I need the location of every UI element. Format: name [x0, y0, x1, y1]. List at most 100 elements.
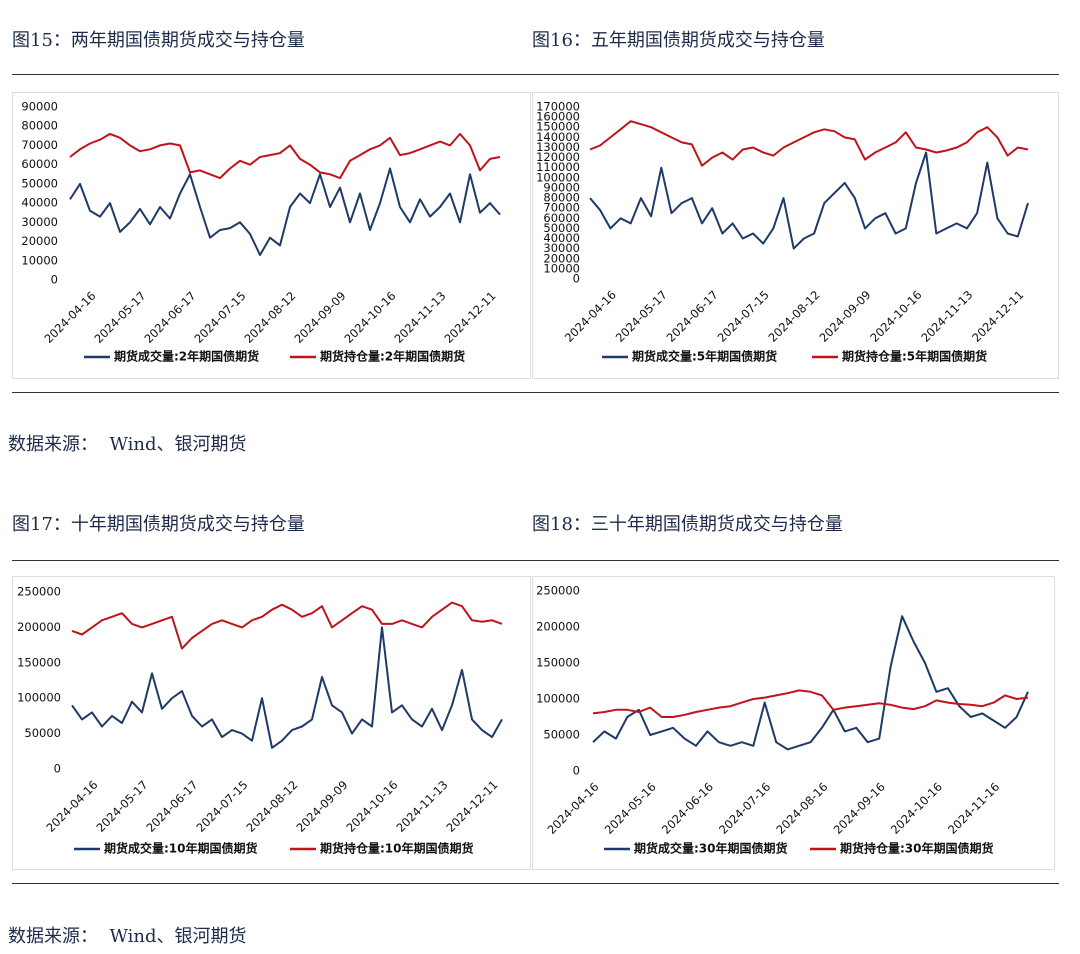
y-tick-label: 150000	[536, 120, 580, 134]
source-note: 数据来源： Wind、银河期货	[8, 434, 247, 455]
x-tick-label: 2024-10-16	[867, 288, 924, 345]
y-tick-label: 110000	[536, 160, 580, 174]
x-tick-label: 2024-08-16	[773, 780, 830, 837]
figure-title: 图16：五年期国债期货成交与持仓量	[532, 30, 825, 51]
series-line	[592, 689, 1029, 718]
y-tick-label: 20000	[543, 251, 580, 265]
x-tick-label: 2024-12-11	[441, 289, 498, 346]
x-tick-label: 2024-05-17	[91, 289, 148, 346]
source-note: 数据来源： Wind、银河期货	[8, 926, 247, 947]
x-tick-label: 2024-10-16	[888, 780, 945, 837]
y-tick-label: 140000	[536, 130, 580, 144]
x-tick-label: 2024-09-09	[291, 289, 348, 346]
rule	[12, 560, 1059, 561]
x-tick-label: 2024-04-16	[43, 778, 100, 835]
x-tick-label: 2024-07-15	[191, 289, 248, 346]
legend-label: 期货持仓量:2年期国债期货	[320, 349, 465, 364]
x-tick-label: 2024-05-17	[613, 288, 670, 345]
y-tick-label: 170000	[536, 100, 580, 114]
y-tick-label: 20000	[21, 234, 58, 248]
rule	[12, 74, 1059, 75]
chart-panel	[532, 576, 1055, 870]
x-tick-label: 2024-11-16	[945, 780, 1002, 837]
y-tick-label: 250000	[536, 584, 580, 598]
series-line	[71, 601, 503, 650]
y-tick-label: 60000	[21, 157, 58, 171]
y-tick-label: 100000	[17, 691, 61, 705]
y-tick-label: 30000	[543, 241, 580, 255]
x-tick-label: 2024-08-12	[243, 778, 300, 835]
y-tick-label: 10000	[543, 261, 580, 275]
x-tick-label: 2024-08-12	[241, 289, 298, 346]
legend-label: 期货成交量:30年期国债期货	[634, 841, 788, 856]
x-tick-label: 2024-07-15	[715, 288, 772, 345]
series-line	[589, 151, 1029, 250]
chart-panel	[12, 92, 531, 379]
rule	[12, 883, 1059, 884]
series-line	[69, 167, 501, 256]
x-tick-label: 2024-10-16	[341, 289, 398, 346]
x-tick-label: 2024-04-16	[562, 288, 619, 345]
figure-title: 图17：十年期国债期货成交与持仓量	[12, 514, 305, 535]
x-tick-label: 2024-06-17	[141, 289, 198, 346]
y-tick-label: 80000	[21, 119, 58, 133]
x-tick-label: 2024-11-13	[918, 288, 975, 345]
y-tick-label: 200000	[536, 620, 580, 634]
x-tick-label: 2024-12-11	[443, 778, 500, 835]
chart-panel	[532, 92, 1059, 379]
y-tick-label: 0	[573, 764, 580, 778]
y-tick-label: 160000	[536, 110, 580, 124]
y-tick-label: 150000	[536, 656, 580, 670]
x-tick-label: 2024-07-16	[716, 780, 773, 837]
y-tick-label: 100000	[536, 170, 580, 184]
x-tick-label: 2024-04-16	[41, 289, 98, 346]
series-line	[71, 626, 503, 749]
x-tick-label: 2024-04-16	[544, 780, 601, 837]
y-tick-label: 90000	[21, 100, 58, 114]
y-tick-label: 70000	[21, 138, 58, 152]
x-tick-label: 2024-07-15	[193, 778, 250, 835]
y-tick-label: 10000	[21, 253, 58, 267]
y-tick-label: 40000	[21, 196, 58, 210]
legend-label: 期货持仓量:10年期国债期货	[320, 841, 474, 856]
x-tick-label: 2024-09-09	[816, 288, 873, 345]
x-tick-label: 2024-06-17	[143, 778, 200, 835]
legend-label: 期货持仓量:30年期国债期货	[840, 841, 994, 856]
x-tick-label: 2024-10-16	[343, 778, 400, 835]
y-tick-label: 130000	[536, 140, 580, 154]
series-line	[69, 132, 501, 180]
x-tick-label: 2024-05-17	[93, 778, 150, 835]
series-line	[592, 615, 1029, 751]
y-tick-label: 0	[573, 272, 580, 286]
x-tick-label: 2024-11-13	[391, 289, 448, 346]
y-tick-label: 50000	[21, 176, 58, 190]
x-tick-label: 2024-11-13	[393, 778, 450, 835]
y-tick-label: 120000	[536, 150, 580, 164]
y-tick-label: 40000	[543, 231, 580, 245]
x-tick-label: 2024-12-11	[969, 288, 1026, 345]
y-tick-label: 60000	[543, 211, 580, 225]
y-tick-label: 0	[51, 273, 58, 287]
y-tick-label: 0	[54, 762, 61, 776]
x-tick-label: 2024-08-12	[766, 288, 823, 345]
y-tick-label: 50000	[24, 726, 61, 740]
legend-label: 期货成交量:2年期国债期货	[114, 349, 259, 364]
x-tick-label: 2024-06-17	[664, 288, 721, 345]
figure-title: 图15：两年期国债期货成交与持仓量	[12, 30, 305, 51]
x-tick-label: 2024-06-16	[659, 780, 716, 837]
y-tick-label: 70000	[543, 201, 580, 215]
x-tick-label: 2024-09-09	[293, 778, 350, 835]
y-tick-label: 30000	[21, 215, 58, 229]
y-tick-label: 250000	[17, 585, 61, 599]
x-tick-label: 2024-05-16	[602, 780, 659, 837]
legend-label: 期货成交量:10年期国债期货	[104, 841, 258, 856]
y-tick-label: 200000	[17, 620, 61, 634]
legend-label: 期货持仓量:5年期国债期货	[842, 349, 987, 364]
y-tick-label: 80000	[543, 191, 580, 205]
y-tick-label: 50000	[543, 221, 580, 235]
y-tick-label: 50000	[543, 728, 580, 742]
y-tick-label: 90000	[543, 180, 580, 194]
series-line	[589, 120, 1029, 167]
